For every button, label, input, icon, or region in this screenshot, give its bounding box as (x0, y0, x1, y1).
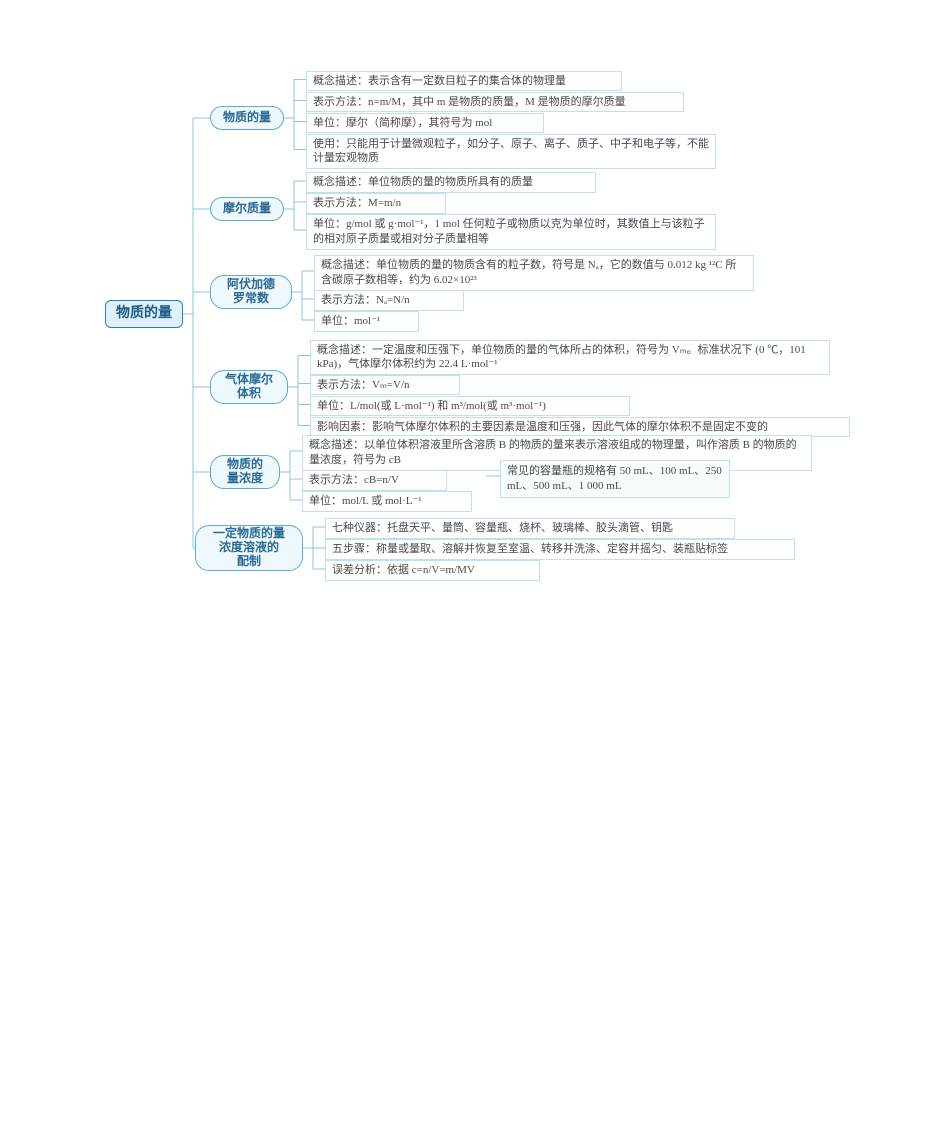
branch-b6: 一定物质的量 浓度溶液的 配制 (195, 525, 303, 571)
leaf-b2-0: 概念描述：单位物质的量的物质所具有的质量 (306, 172, 596, 193)
leaf-b4-2: 单位：L/mol(或 L·mol⁻¹) 和 m³/mol(或 m³·mol⁻¹) (310, 396, 630, 417)
leaf-b5-1: 表示方法：cB=n/V (302, 470, 447, 491)
leaf-b1-1: 表示方法：n=m/M，其中 m 是物质的质量，M 是物质的摩尔质量 (306, 92, 684, 113)
leaf-b2-2: 单位：g/mol 或 g·mol⁻¹，1 mol 任何粒子或物质以克为单位时，其… (306, 214, 716, 250)
leaf-b5-2: 单位：mol/L 或 mol·L⁻¹ (302, 491, 472, 512)
branch-b3: 阿伏加德 罗常数 (210, 275, 292, 309)
branch-b2: 摩尔质量 (210, 197, 284, 221)
leaf-b2-1: 表示方法：M=m/n (306, 193, 446, 214)
leaf-b1-2: 单位：摩尔（简称摩），其符号为 mol (306, 113, 544, 134)
leaf-b3-0: 概念描述：单位物质的量的物质含有的粒子数，符号是 Nₐ，它的数值与 0.012 … (314, 255, 754, 291)
callout-flask-sizes: 常见的容量瓶的规格有 50 mL、100 mL、250 mL、500 mL、1 … (500, 460, 730, 498)
leaf-b3-2: 单位：mol⁻¹ (314, 311, 419, 332)
leaf-b6-0: 七种仪器：托盘天平、量筒、容量瓶、烧杯、玻璃棒、胶头滴管、钥匙 (325, 518, 735, 539)
leaf-b4-1: 表示方法：Vₘ=V/n (310, 375, 460, 396)
branch-b4: 气体摩尔 体积 (210, 370, 288, 404)
leaf-b1-0: 概念描述：表示含有一定数目粒子的集合体的物理量 (306, 71, 622, 92)
leaf-b6-2: 误差分析：依据 c=n/V=m/MV (325, 560, 540, 581)
root-node: 物质的量 (105, 300, 183, 328)
branch-b5: 物质的 量浓度 (210, 455, 280, 489)
leaf-b6-1: 五步骤：称量或量取、溶解并恢复至室温、转移并洗涤、定容并摇匀、装瓶贴标签 (325, 539, 795, 560)
leaf-b1-3: 使用：只能用于计量微观粒子，如分子、原子、离子、质子、中子和电子等，不能计量宏观… (306, 134, 716, 170)
branch-b1: 物质的量 (210, 106, 284, 130)
leaf-b3-1: 表示方法：Nₐ=N/n (314, 290, 464, 311)
leaf-b4-0: 概念描述：一定温度和压强下，单位物质的量的气体所占的体积，符号为 Vₘ。标准状况… (310, 340, 830, 376)
